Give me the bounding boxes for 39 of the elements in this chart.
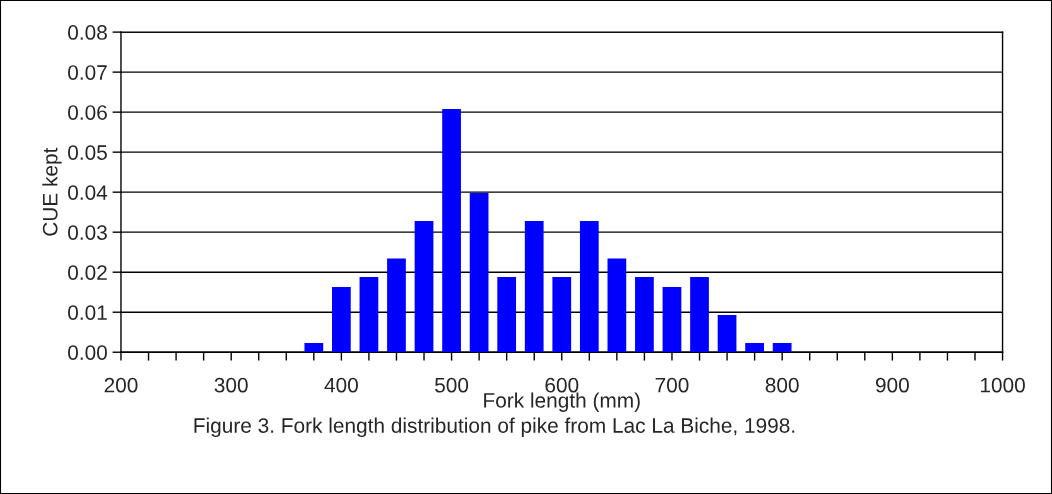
x-tick-label: 200 [104, 377, 138, 393]
y-tick-label: 0.07 [68, 65, 107, 80]
bar [552, 277, 572, 353]
bar [497, 277, 517, 353]
y-tick-label: 0.05 [68, 145, 107, 160]
y-tick-label: 0.00 [68, 345, 107, 360]
y-tick-label: 0.02 [68, 265, 107, 280]
y-tick-label: 0.04 [68, 185, 108, 200]
x-tick-label: 700 [655, 377, 689, 393]
bar [607, 258, 627, 353]
x-tick-label: 1000 [980, 377, 1025, 393]
bar [359, 277, 379, 353]
x-tick-label: 500 [435, 377, 469, 393]
bar [579, 220, 599, 353]
y-tick-label: 0.08 [68, 25, 107, 40]
y-tick-label: 0.01 [68, 305, 107, 320]
bar [442, 108, 461, 353]
x-tick-label: 600 [545, 377, 579, 393]
bar [690, 277, 709, 353]
bar [332, 287, 351, 353]
bar [635, 277, 654, 353]
bar [304, 343, 324, 353]
bar [524, 220, 544, 353]
bar [717, 315, 737, 353]
bar [745, 343, 764, 353]
bar [387, 258, 406, 353]
x-axis-title: Fork length (mm) [484, 392, 640, 412]
bar [414, 220, 434, 353]
y-axis-title: CUE kept [42, 147, 62, 236]
bar [662, 287, 682, 353]
x-tick-label: 900 [875, 377, 909, 393]
y-tick-label: 0.06 [68, 105, 107, 120]
x-tick-label: 300 [214, 377, 248, 393]
bar [469, 192, 489, 353]
bar [772, 343, 792, 353]
caption: Figure 3. Fork length distribution of pike from Lac La Biche, 1998. [194, 417, 795, 438]
x-tick-label: 800 [765, 377, 799, 393]
y-tick-label: 0.03 [68, 225, 107, 240]
x-tick-label: 400 [324, 377, 358, 393]
